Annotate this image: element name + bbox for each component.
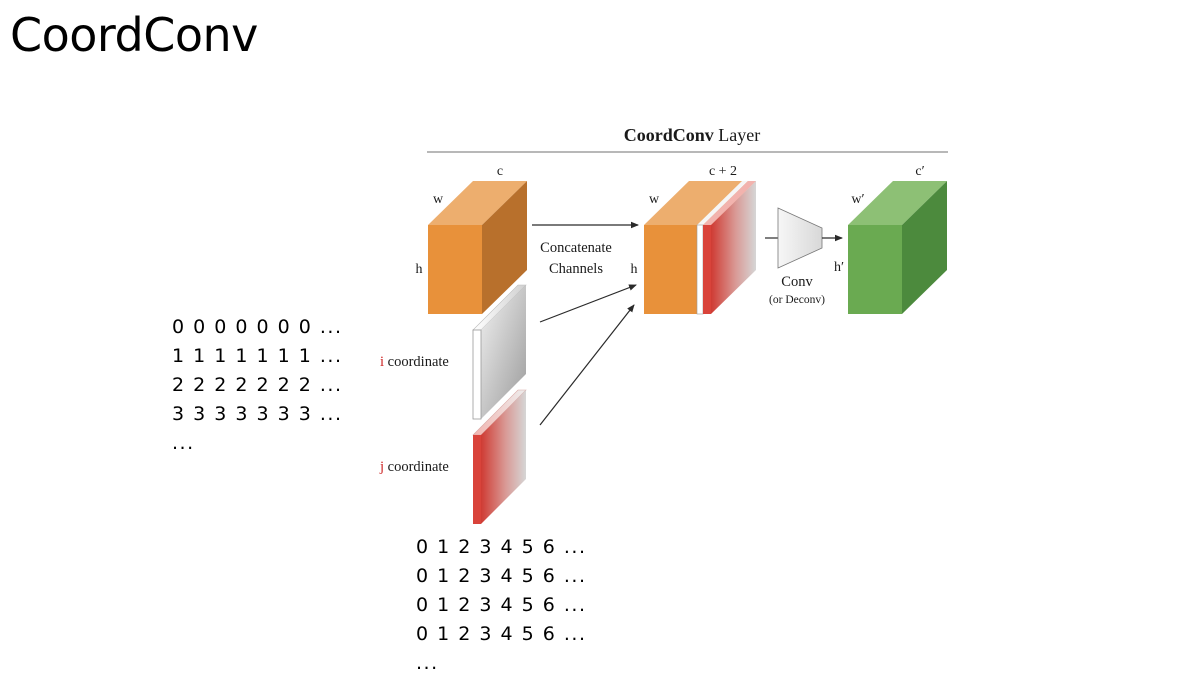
j-matrix-row: 0 1 2 3 4 5 6 ... (416, 623, 587, 645)
i-coordinate-label: i coordinate (380, 354, 449, 370)
slide-title: CoordConv (10, 8, 258, 62)
middle-w-label: w (649, 192, 660, 207)
j-matrix-row: 0 1 2 3 4 5 6 ... (416, 594, 587, 616)
i-slab-front (472, 329, 482, 420)
concat-label-bg (531, 236, 623, 280)
layer-title: CoordConv Layer (624, 125, 760, 145)
middle-cube-side (711, 181, 756, 314)
middle-c-label: c + 2 (709, 164, 737, 179)
i-slab-side (481, 285, 526, 419)
j-coordinate-word: coordinate (384, 459, 449, 475)
i-matrix-row: ... (172, 432, 195, 454)
output-cube-front (848, 225, 902, 314)
output-h-label: h′ (834, 260, 844, 275)
conv-sublabel: (or Deconv) (769, 294, 825, 306)
output-w-label: w′ (851, 192, 864, 207)
output-cube (848, 181, 947, 314)
middle-cube (644, 181, 756, 315)
j-slab-front (473, 435, 481, 524)
j-matrix-row: 0 1 2 3 4 5 6 ... (416, 565, 587, 587)
input-w-label: w (433, 192, 444, 207)
concat-label-line1: Concatenate (540, 240, 612, 256)
i-coordinate-word: coordinate (384, 354, 449, 370)
output-cube-top (848, 181, 947, 225)
conv-block (777, 207, 823, 269)
input-cube-front (428, 225, 482, 314)
input-c-label: c (497, 164, 503, 179)
input-cube-top (428, 181, 527, 225)
i-coordinate-letter: i (380, 354, 384, 370)
middle-cube-front (644, 225, 697, 314)
i-coordinate-matrix: 0 0 0 0 0 0 0 ... 1 1 1 1 1 1 1 ... 2 2 2 … (172, 313, 343, 458)
i-matrix-row: 1 1 1 1 1 1 1 ... (172, 345, 343, 367)
output-c-label: c′ (915, 164, 924, 179)
j-coordinate-letter: j (379, 459, 384, 475)
j-matrix-row: ... (416, 652, 439, 674)
i-matrix-row: 0 0 0 0 0 0 0 ... (172, 316, 343, 338)
i-coordinate-slab (472, 284, 527, 420)
layer-title-bold: CoordConv (624, 125, 714, 145)
layer-title-rest: Layer (714, 125, 760, 145)
middle-cube-top-j (703, 181, 756, 225)
i-coordinate-arrow (539, 284, 637, 323)
input-h-label: h (416, 262, 423, 277)
output-cube-side (902, 181, 947, 314)
input-cube-side (482, 181, 527, 314)
j-coordinate-arrow (539, 304, 635, 426)
i-matrix-row: 2 2 2 2 2 2 2 ... (172, 374, 343, 396)
j-coordinate-matrix: 0 1 2 3 4 5 6 ... 0 1 2 3 4 5 6 ... 0 1 2 … (416, 533, 587, 678)
middle-cube-j-channel (703, 225, 711, 314)
concat-label-line2: Channels (549, 261, 603, 277)
middle-cube-i-channel (696, 224, 704, 315)
middle-cube-top-i (697, 181, 748, 225)
input-cube (428, 181, 527, 314)
middle-h-label: h (631, 262, 638, 277)
i-matrix-row: 3 3 3 3 3 3 3 ... (172, 403, 343, 425)
j-matrix-row: 0 1 2 3 4 5 6 ... (416, 536, 587, 558)
j-slab-side (481, 390, 526, 524)
conv-label: Conv (781, 274, 813, 290)
j-coordinate-label: j coordinate (379, 459, 449, 475)
middle-cube-top (644, 181, 756, 225)
j-coordinate-slab (472, 389, 527, 524)
